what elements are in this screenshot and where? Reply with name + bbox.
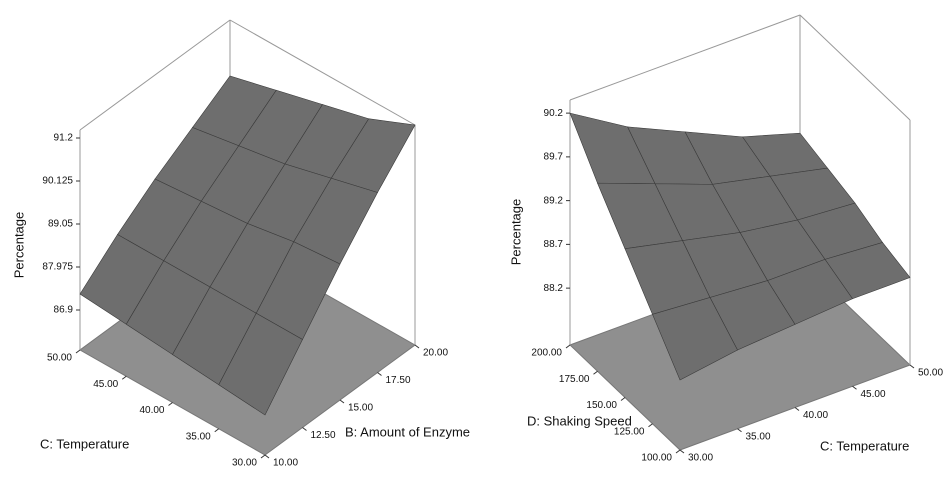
y-tick-label: 30.00 xyxy=(232,458,257,469)
x-tick xyxy=(852,385,857,390)
y-tick-label: 50.00 xyxy=(47,353,72,364)
x-tick xyxy=(302,427,307,431)
y-tick xyxy=(168,402,173,406)
y-tick-label: 150.00 xyxy=(586,400,617,411)
z-axis-label: Percentage xyxy=(508,199,523,266)
x-tick xyxy=(264,454,270,459)
z-tick-label: 89.7 xyxy=(544,152,564,163)
x-tick-label: 45.00 xyxy=(861,389,886,400)
y-tick-label: 45.00 xyxy=(93,379,118,390)
surface-cell xyxy=(652,297,738,381)
z-tick-label: 91.2 xyxy=(54,133,74,144)
y-tick xyxy=(620,397,626,401)
z-tick-label: 90.125 xyxy=(42,176,73,187)
y-tick-label: 40.00 xyxy=(139,405,164,416)
z-tick-label: 89.05 xyxy=(48,219,73,230)
y-tick xyxy=(214,428,220,433)
z-tick-label: 86.9 xyxy=(54,305,74,316)
y-tick xyxy=(121,375,127,380)
x-tick xyxy=(377,372,382,376)
x-tick xyxy=(737,428,742,433)
y-tick xyxy=(675,449,681,454)
y-tick xyxy=(593,370,598,375)
x-axis-label: B: Amount of Enzyme xyxy=(345,424,470,439)
x-tick xyxy=(414,344,420,349)
z-axis-label: Percentage xyxy=(11,212,26,279)
x-axis-label: C: Temperature xyxy=(820,438,909,453)
y-tick-label: 125.00 xyxy=(614,426,645,437)
x-tick xyxy=(679,449,685,454)
box-edge xyxy=(569,14,801,101)
x-tick-label: 35.00 xyxy=(746,431,771,442)
y-tick xyxy=(75,349,81,354)
y-tick xyxy=(648,423,653,428)
x-tick-label: 30.00 xyxy=(688,453,713,464)
x-tick-label: 17.50 xyxy=(386,375,411,386)
box-edge xyxy=(229,19,416,126)
z-tick-label: 90.2 xyxy=(544,108,564,119)
y-tick-label: 35.00 xyxy=(186,431,211,442)
z-tick-label: 89.2 xyxy=(544,195,564,206)
z-tick-label: 88.2 xyxy=(544,283,564,294)
x-tick-label: 40.00 xyxy=(803,410,828,421)
y-axis-label: C: Temperature xyxy=(40,436,129,451)
z-tick-label: 87.975 xyxy=(42,262,73,273)
y-tick xyxy=(565,344,571,349)
surface-cell xyxy=(218,312,303,416)
x-tick-label: 20.00 xyxy=(423,348,448,359)
box-edge xyxy=(79,19,231,131)
box-edge xyxy=(799,14,911,121)
x-tick xyxy=(794,407,800,411)
x-tick xyxy=(909,364,915,369)
y-tick-label: 200.00 xyxy=(531,348,562,359)
x-tick-label: 50.00 xyxy=(918,368,943,379)
y-tick-label: 100.00 xyxy=(641,453,672,464)
y-tick-label: 175.00 xyxy=(559,374,590,385)
x-tick-label: 12.50 xyxy=(311,430,336,441)
y-tick xyxy=(260,454,266,459)
x-tick-label: 15.00 xyxy=(348,403,373,414)
z-tick-label: 88.7 xyxy=(544,239,564,250)
x-tick xyxy=(339,399,345,404)
x-tick-label: 10.00 xyxy=(273,458,298,469)
y-axis-label: D: Shaking Speed xyxy=(527,413,632,428)
